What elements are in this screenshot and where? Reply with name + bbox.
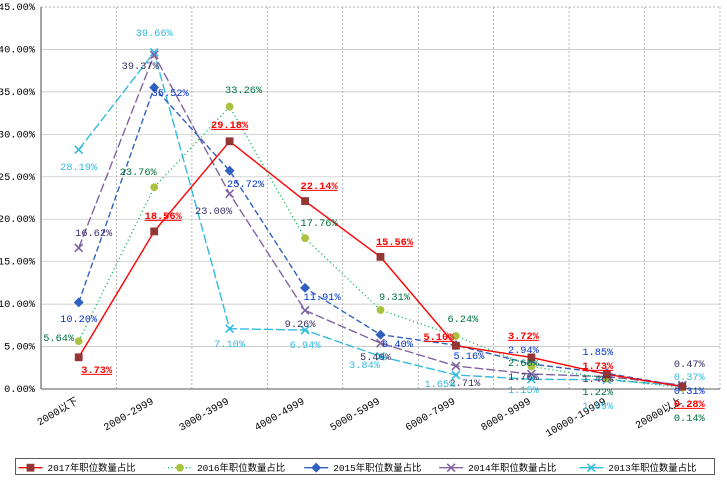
svg-text:30.00%: 30.00% — [0, 129, 36, 141]
svg-text:2017年职位数量占比: 2017年职位数量占比 — [47, 462, 135, 474]
svg-text:2015年职位数量占比: 2015年职位数量占比 — [333, 462, 421, 474]
svg-text:2013年职位数量占比: 2013年职位数量占比 — [608, 462, 696, 474]
svg-text:25.00%: 25.00% — [0, 172, 36, 184]
svg-text:2016年职位数量占比: 2016年职位数量占比 — [196, 462, 284, 474]
svg-text:2014年职位数量占比: 2014年职位数量占比 — [468, 462, 556, 474]
svg-text:20.00%: 20.00% — [0, 214, 36, 226]
svg-text:40.00%: 40.00% — [0, 44, 36, 56]
svg-text:15.00%: 15.00% — [0, 257, 36, 269]
svg-text:5.00%: 5.00% — [4, 342, 36, 354]
svg-text:45.00%: 45.00% — [0, 2, 36, 14]
svg-text:10.00%: 10.00% — [0, 299, 36, 311]
svg-text:35.00%: 35.00% — [0, 87, 36, 99]
svg-text:0.00%: 0.00% — [4, 384, 36, 396]
